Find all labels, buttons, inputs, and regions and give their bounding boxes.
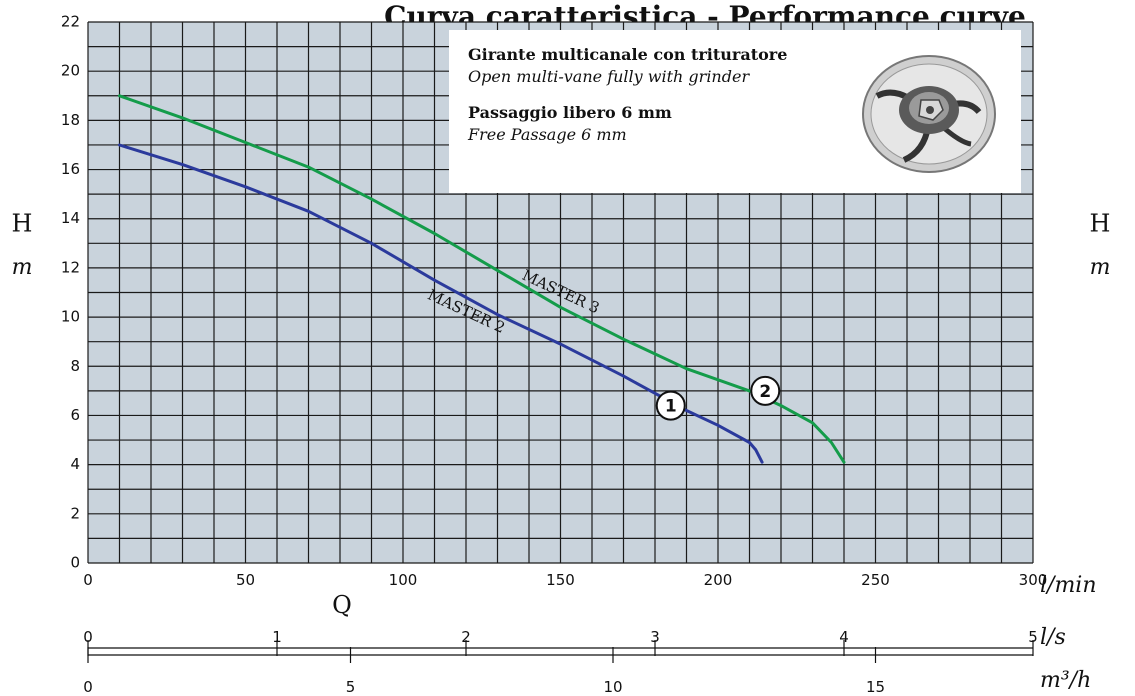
y-label-left-letter: H	[12, 210, 33, 238]
x-unit-m3h: m³/h	[1040, 668, 1091, 693]
y-tick-label: 22	[61, 13, 80, 31]
y-tick-label: 10	[61, 308, 80, 326]
y-label-left-unit: m	[12, 255, 33, 280]
axis-m3h: 0 5 10 15	[83, 647, 1033, 696]
x-m3h-tick-label: 0	[83, 678, 93, 696]
x-ls-tick-label: 3	[650, 628, 660, 646]
series-line-master-3	[118, 94, 846, 464]
info-text: Girante multicanale con trituratore Open…	[468, 44, 787, 146]
y-tick-label: 4	[70, 455, 80, 473]
x-tick-labels-lmin: 0 50 100 150 200 250 300	[83, 571, 1047, 589]
x-ls-tick-label: 0	[83, 628, 93, 646]
y-tick-label: 16	[61, 160, 80, 178]
marker-circle	[655, 390, 686, 421]
impeller-image	[862, 55, 996, 173]
x-m3h-tick-label: 15	[866, 678, 885, 696]
marker-label: 1	[665, 397, 677, 417]
y-label-right-unit: m	[1090, 255, 1111, 280]
x-label-q: Q	[332, 591, 352, 619]
info-box: Girante multicanale con trituratore Open…	[449, 30, 1021, 193]
x-ls-tick-label: 1	[272, 628, 282, 646]
y-tick-label: 18	[61, 111, 80, 129]
marker-circle	[750, 375, 781, 406]
curve-markers: 12	[655, 375, 781, 421]
series-lines	[118, 94, 846, 464]
x-tick-label-lmin: 50	[236, 571, 255, 589]
x-tick-label-lmin: 100	[389, 571, 418, 589]
y-tick-labels: 0 2 4 6 8 10 12 14 16 18 20 22	[61, 13, 80, 572]
x-unit-ls: l/s	[1040, 625, 1066, 650]
y-tick-label: 20	[61, 62, 80, 80]
y-tick-label: 14	[61, 209, 80, 227]
grid	[87, 21, 1034, 564]
x-unit-lmin: l/min	[1040, 573, 1097, 598]
x-m3h-tick-label: 10	[603, 678, 622, 696]
x-m3h-tick-label: 5	[346, 678, 356, 696]
y-tick-label: 0	[70, 554, 80, 572]
impeller-en: Open multi-vane fully with grinder	[468, 67, 750, 86]
passage-it: Passaggio libero 6 mm	[468, 103, 672, 122]
x-tick-label-lmin: 150	[546, 571, 575, 589]
y-tick-label: 12	[61, 258, 80, 276]
x-ls-tick-label: 5	[1028, 628, 1038, 646]
passage-en: Free Passage 6 mm	[468, 125, 627, 144]
y-tick-label: 2	[70, 504, 80, 522]
x-tick-label-lmin: 0	[83, 571, 93, 589]
impeller-it: Girante multicanale con trituratore	[468, 45, 788, 64]
x-ls-tick-label: 2	[461, 628, 471, 646]
marker-label: 2	[759, 382, 771, 402]
x-tick-label-lmin: 200	[704, 571, 733, 589]
y-tick-label: 8	[70, 357, 80, 375]
y-label-right-letter: H	[1090, 210, 1111, 238]
axis-ls: 0 1 2 3 4 5	[83, 628, 1038, 656]
x-ls-tick-label: 4	[839, 628, 849, 646]
x-tick-label-lmin: 300	[1019, 571, 1048, 589]
x-tick-label-lmin: 250	[861, 571, 890, 589]
y-tick-label: 6	[70, 406, 80, 424]
series-line-master-2	[118, 143, 764, 464]
